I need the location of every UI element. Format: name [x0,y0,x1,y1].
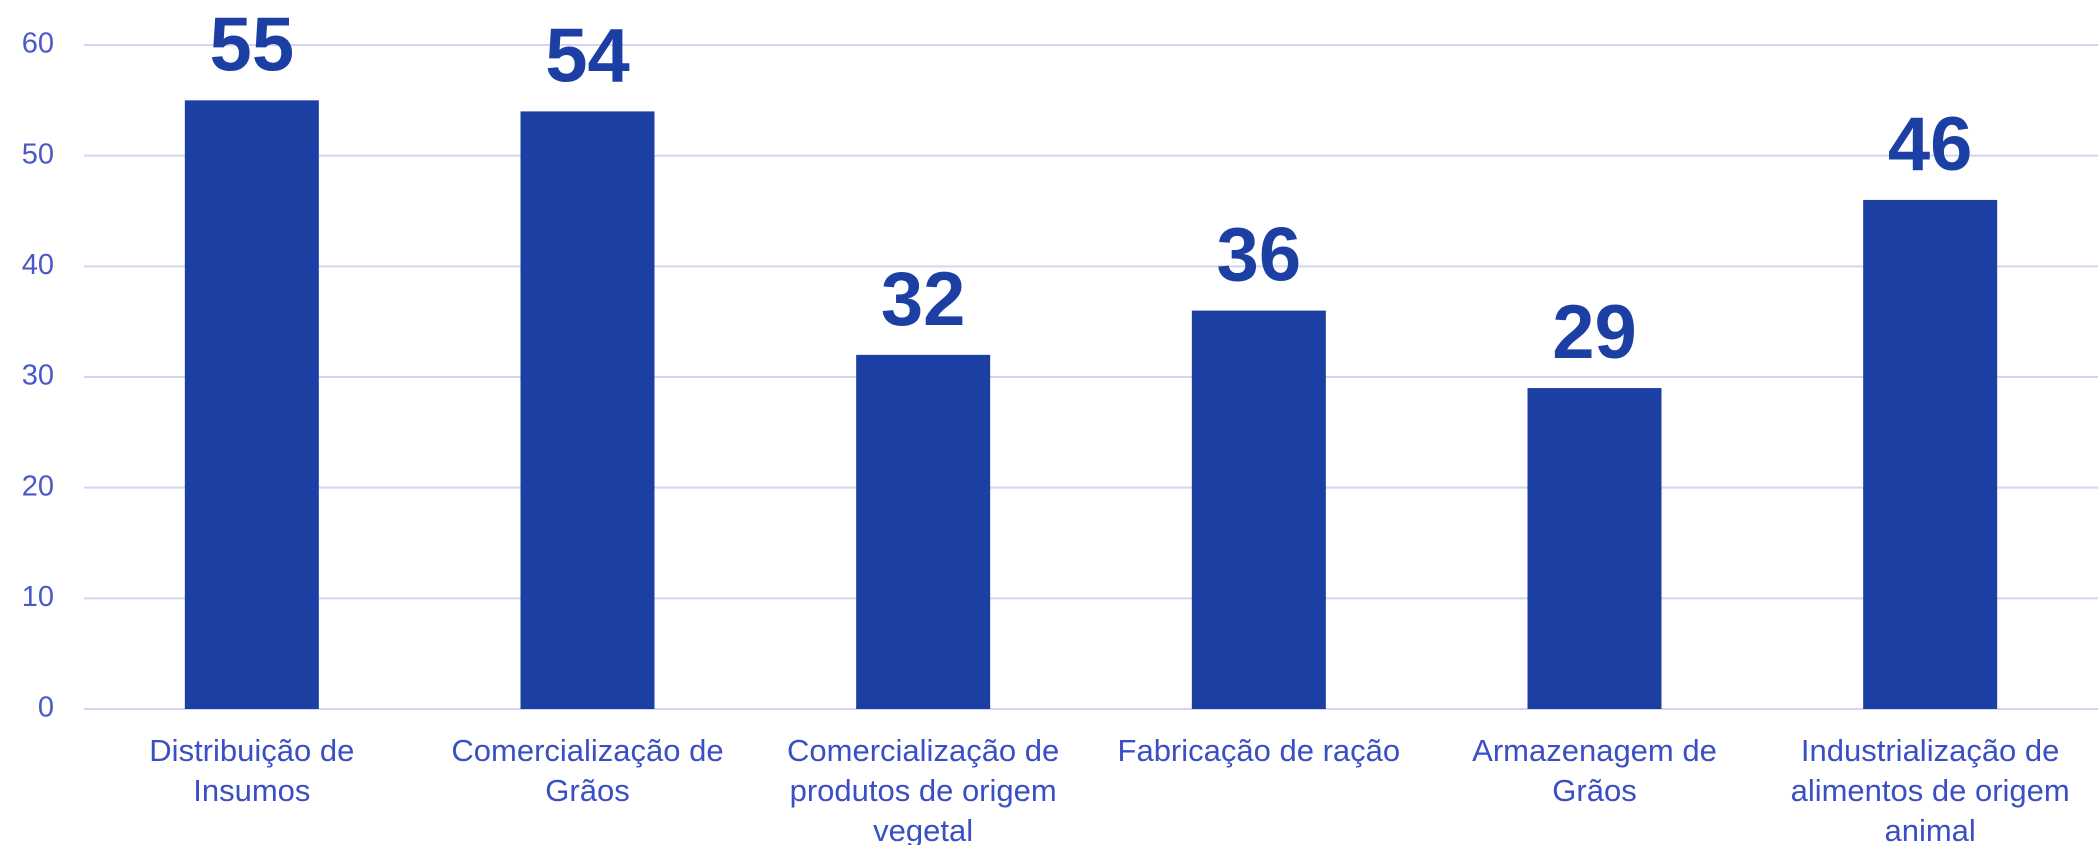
x-tick-label: Fabricação de ração [1117,733,1401,768]
x-tick-label: Distribuição de Insumos [149,733,355,808]
value-label: 55 [210,2,295,87]
bar [184,100,319,710]
bar [1191,310,1326,709]
y-tick-label: 30 [22,360,54,392]
x-tick-label: Comercialização de produtos de origem ve… [787,733,1060,845]
y-tick-label: 10 [22,581,54,613]
bar [520,111,655,709]
bar [1863,199,1998,709]
value-label: 46 [1888,102,1973,187]
bar [1527,388,1662,709]
x-tick-label: Armazenagem de Grãos [1472,733,1717,808]
value-label: 54 [545,13,630,98]
value-label: 32 [881,257,966,342]
bar [856,354,991,709]
x-tick-label: Comercialização de Grãos [451,733,724,808]
value-label: 36 [1217,213,1302,298]
y-tick-label: 50 [22,138,54,170]
y-tick-label: 60 [22,28,54,60]
y-tick-label: 40 [22,249,54,281]
y-tick-label: 20 [22,470,54,502]
x-tick-label: Industrialização de alimentos de origem … [1790,733,2070,845]
y-tick-label: 0 [38,692,54,724]
value-label: 29 [1552,290,1637,375]
